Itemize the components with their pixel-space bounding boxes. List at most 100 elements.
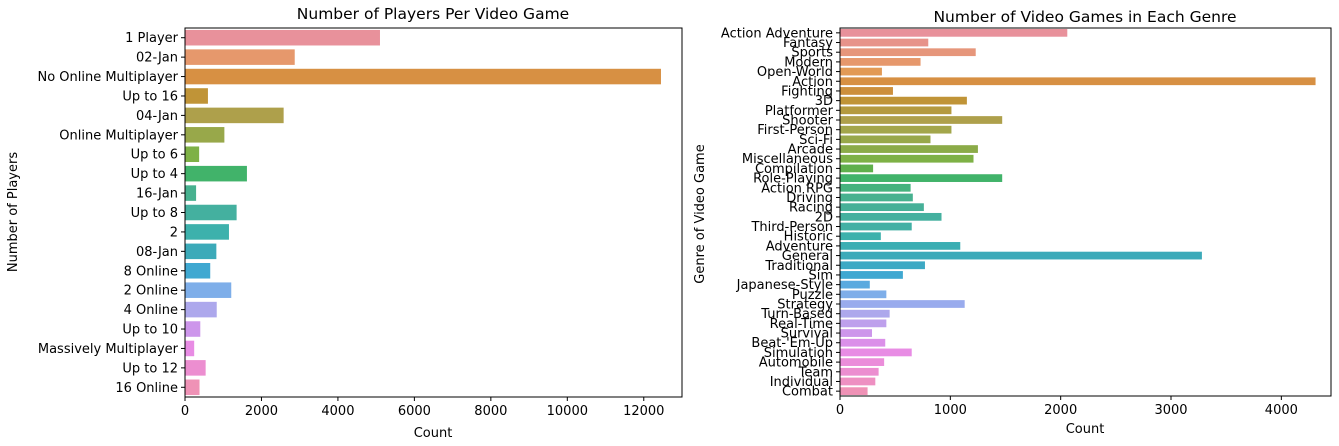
y-tick-label: Platformer bbox=[765, 104, 834, 119]
bar-genres bbox=[840, 251, 1202, 260]
y-tick-label: 16-Jan bbox=[136, 187, 178, 202]
x-tick-label: 3000 bbox=[1154, 403, 1187, 418]
bar-genres bbox=[840, 387, 868, 396]
y-tick-label: Online Multiplayer bbox=[59, 128, 178, 143]
bar-players bbox=[185, 379, 200, 396]
y-tick-label: Team bbox=[798, 365, 833, 380]
bar-genres bbox=[840, 38, 929, 47]
bar-genres bbox=[840, 367, 879, 376]
bar-genres bbox=[840, 77, 1316, 86]
y-tick-label: No Online Multiplayer bbox=[37, 70, 178, 85]
y-tick-label: Up to 12 bbox=[122, 361, 178, 376]
y-tick-label: Sci-Fi bbox=[799, 133, 833, 148]
bar-genres bbox=[840, 125, 952, 134]
y-tick-label: Real-Time bbox=[770, 317, 833, 332]
bar-genres bbox=[840, 135, 931, 144]
chart-title-players: Number of Players Per Video Game bbox=[297, 5, 569, 23]
bar-players bbox=[185, 165, 247, 182]
y-tick-label: Fantasy bbox=[783, 36, 833, 51]
bar-players bbox=[185, 185, 197, 201]
y-tick-label: 3D bbox=[815, 94, 833, 109]
y-tick-label: Combat bbox=[782, 385, 833, 400]
bar-genres bbox=[840, 338, 886, 347]
bar-players bbox=[185, 127, 225, 143]
bar-genres bbox=[840, 174, 1003, 182]
y-tick-label: Beat-'Em-Up bbox=[751, 336, 833, 351]
bars-players bbox=[185, 29, 661, 396]
x-tick-label: 0 bbox=[181, 404, 189, 419]
bar-genres bbox=[840, 280, 870, 289]
bar-genres bbox=[840, 329, 872, 337]
bar-genres bbox=[840, 154, 974, 163]
bar-players bbox=[185, 68, 661, 85]
bar-genres bbox=[840, 106, 952, 115]
y-tick-label: Action bbox=[792, 75, 833, 90]
y-axis-label-players: Number of Players bbox=[6, 152, 21, 272]
bar-genres bbox=[840, 377, 876, 386]
y-tick-label: Adventure bbox=[766, 239, 833, 254]
y-tick-label: Open-World bbox=[757, 65, 833, 80]
y-tick-label: 16 Online bbox=[115, 381, 178, 396]
x-tick-label: 2000 bbox=[245, 404, 278, 419]
y-tick-label: Role-Playing bbox=[753, 172, 833, 187]
bar-genres bbox=[840, 164, 874, 173]
y-tick-label: Third-Person bbox=[750, 220, 833, 235]
x-tick-label: 1000 bbox=[934, 403, 967, 418]
y-tick-label: Japanese-Style bbox=[736, 278, 833, 293]
bar-genres bbox=[840, 193, 913, 202]
y-tick-label: Shooter bbox=[782, 114, 833, 129]
y-tick-label: 8 Online bbox=[124, 264, 178, 279]
y-tick-label: Up to 4 bbox=[131, 167, 178, 182]
bar-genres bbox=[840, 319, 887, 328]
plot-frame-genres bbox=[839, 27, 1332, 397]
y-tick-label: 04-Jan bbox=[136, 109, 178, 124]
y-tick-label: Sports bbox=[791, 46, 833, 61]
y-tick-label: Puzzle bbox=[792, 288, 833, 303]
x-tick-label: 12000 bbox=[623, 404, 664, 419]
x-tick-label: 4000 bbox=[321, 404, 354, 419]
y-tick-label: Racing bbox=[789, 201, 833, 216]
y-tick-label: Automobile bbox=[759, 356, 833, 371]
bar-genres bbox=[840, 222, 912, 231]
y-tick-label: Up to 8 bbox=[131, 206, 178, 221]
y-tick-label: 08-Jan bbox=[136, 245, 178, 260]
bar-genres bbox=[840, 145, 978, 153]
bar-genres bbox=[840, 232, 881, 241]
bar-genres bbox=[840, 271, 903, 279]
bar-players bbox=[185, 282, 232, 298]
x-ticks-players: 0 2000 4000 6000 8000 10000 12000 bbox=[181, 397, 664, 419]
bar-players bbox=[185, 146, 200, 163]
bar-players bbox=[185, 360, 206, 376]
x-tick-label: 2000 bbox=[1044, 403, 1077, 418]
bar-players bbox=[185, 107, 284, 124]
bar-genres bbox=[840, 309, 890, 318]
y-tick-label: Survival bbox=[781, 327, 833, 342]
y-tick-label: 2D bbox=[815, 210, 833, 225]
y-tick-label: Sim bbox=[808, 268, 833, 283]
y-tick-label: Turn-Based bbox=[760, 307, 833, 322]
bar-genres bbox=[840, 212, 942, 221]
y-tick-label: Up to 6 bbox=[131, 148, 178, 163]
y-tick-label: 02-Jan bbox=[136, 51, 178, 66]
y-tick-label: General bbox=[782, 249, 833, 264]
y-tick-label: Massively Multiplayer bbox=[38, 342, 179, 357]
bars-genres bbox=[840, 28, 1316, 396]
y-tick-label: 4 Online bbox=[124, 303, 178, 318]
bar-players bbox=[185, 262, 211, 279]
y-tick-label: First-Person bbox=[757, 123, 833, 138]
bar-players bbox=[185, 29, 380, 46]
bar-genres bbox=[840, 290, 887, 299]
bar-genres bbox=[840, 300, 965, 308]
bar-genres bbox=[840, 358, 885, 366]
y-tick-label: Miscellaneous bbox=[742, 152, 833, 167]
y-tick-label: Action RPG bbox=[761, 181, 833, 196]
y-tick-label: Compilation bbox=[755, 162, 833, 177]
x-tick-label: 4000 bbox=[1265, 403, 1298, 418]
bar-genres bbox=[840, 261, 925, 270]
y-tick-label: Modern bbox=[784, 55, 833, 70]
x-tick-label: 8000 bbox=[474, 404, 507, 419]
bar-genres bbox=[840, 48, 976, 57]
y-tick-label: Up to 16 bbox=[122, 89, 178, 104]
bar-genres bbox=[840, 67, 882, 76]
